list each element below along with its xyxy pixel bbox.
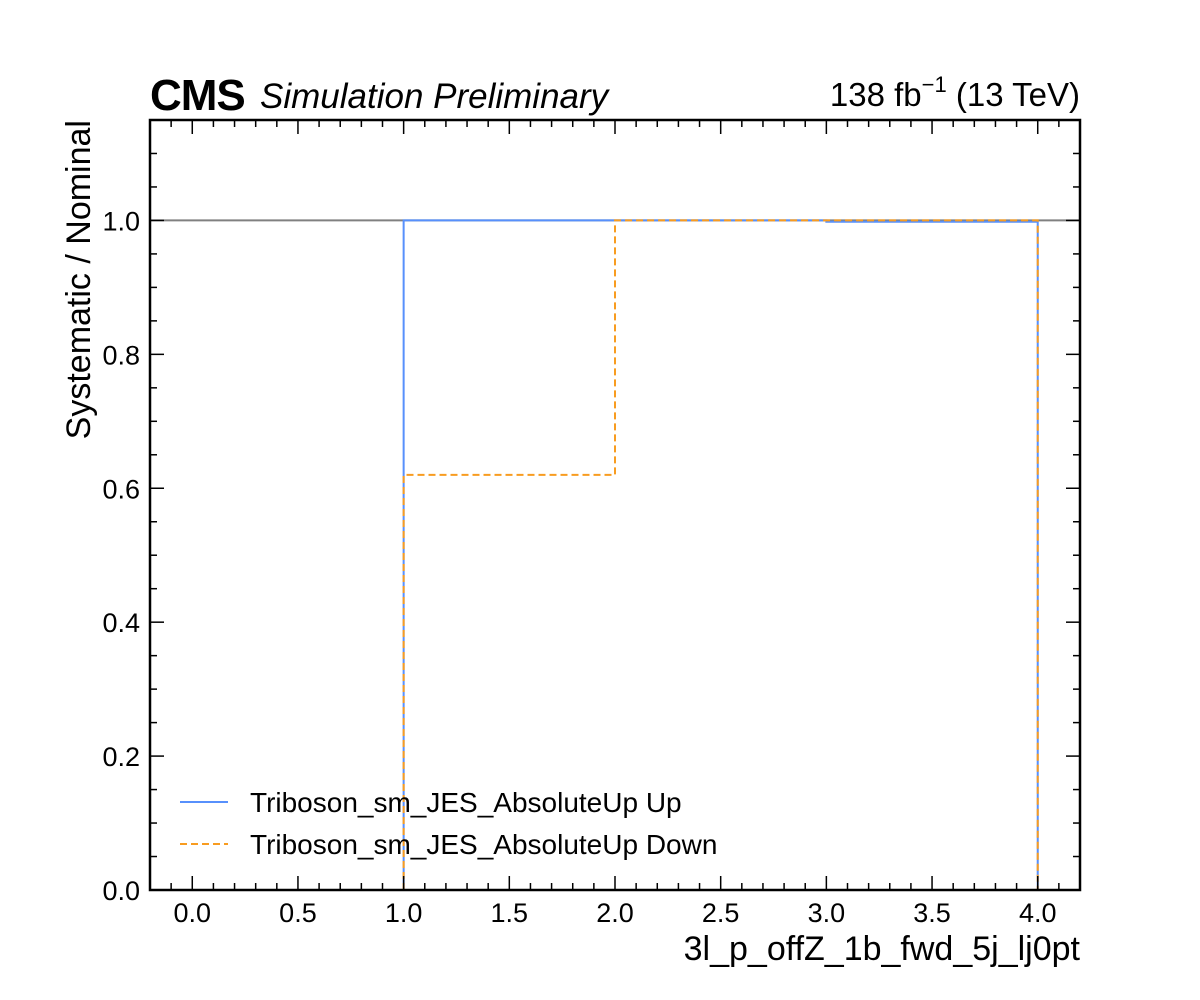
x-axis-label: 3l_p_offZ_1b_fwd_5j_lj0pt	[684, 930, 1081, 968]
x-tick-label: 1.5	[491, 898, 529, 928]
legend: Triboson_sm_JES_AbsoluteUp Up Triboson_sm…	[180, 787, 717, 860]
x-tick-label: 1.0	[385, 898, 423, 928]
series-line-2	[402, 219, 1039, 890]
legend-label-2: Triboson_sm_JES_AbsoluteUp Down	[250, 829, 717, 860]
y-tick-label: 0.6	[102, 474, 140, 504]
lumi-value: 138 fb	[830, 76, 922, 113]
x-tick-labels: 0.0 0.5 1.0 1.5 2.0 2.5 3.0 3.5 4.0	[173, 898, 1056, 928]
y-tick-label: 1.0	[102, 206, 140, 236]
y-tick-label: 0.4	[102, 608, 140, 638]
x-tick-label: 0.0	[173, 898, 211, 928]
plot-area	[150, 219, 1080, 890]
x-tick-label: 4.0	[1019, 898, 1057, 928]
energy-value: (13 TeV)	[947, 76, 1080, 113]
lumi-label: 138 fb−1 (13 TeV)	[830, 72, 1080, 113]
x-tick-label: 0.5	[279, 898, 317, 928]
experiment-label: CMS	[150, 71, 245, 120]
y-tick-labels: 0.0 0.2 0.4 0.6 0.8 1.0	[102, 206, 140, 906]
x-tick-label: 3.0	[808, 898, 846, 928]
y-tick-label: 0.0	[102, 876, 140, 906]
legend-label-1: Triboson_sm_JES_AbsoluteUp Up	[250, 787, 682, 818]
y-tick-label: 0.8	[102, 340, 140, 370]
status-label: Simulation Preliminary	[260, 77, 611, 116]
axis-ticks	[150, 120, 1080, 891]
x-tick-label: 3.5	[913, 898, 951, 928]
lumi-exponent: −1	[922, 72, 947, 97]
plot-frame	[148, 118, 1082, 892]
y-tick-label: 0.2	[102, 742, 140, 772]
x-tick-label: 2.0	[596, 898, 634, 928]
x-tick-label: 2.5	[702, 898, 740, 928]
y-axis-label: Systematic / Nominal	[60, 120, 98, 439]
